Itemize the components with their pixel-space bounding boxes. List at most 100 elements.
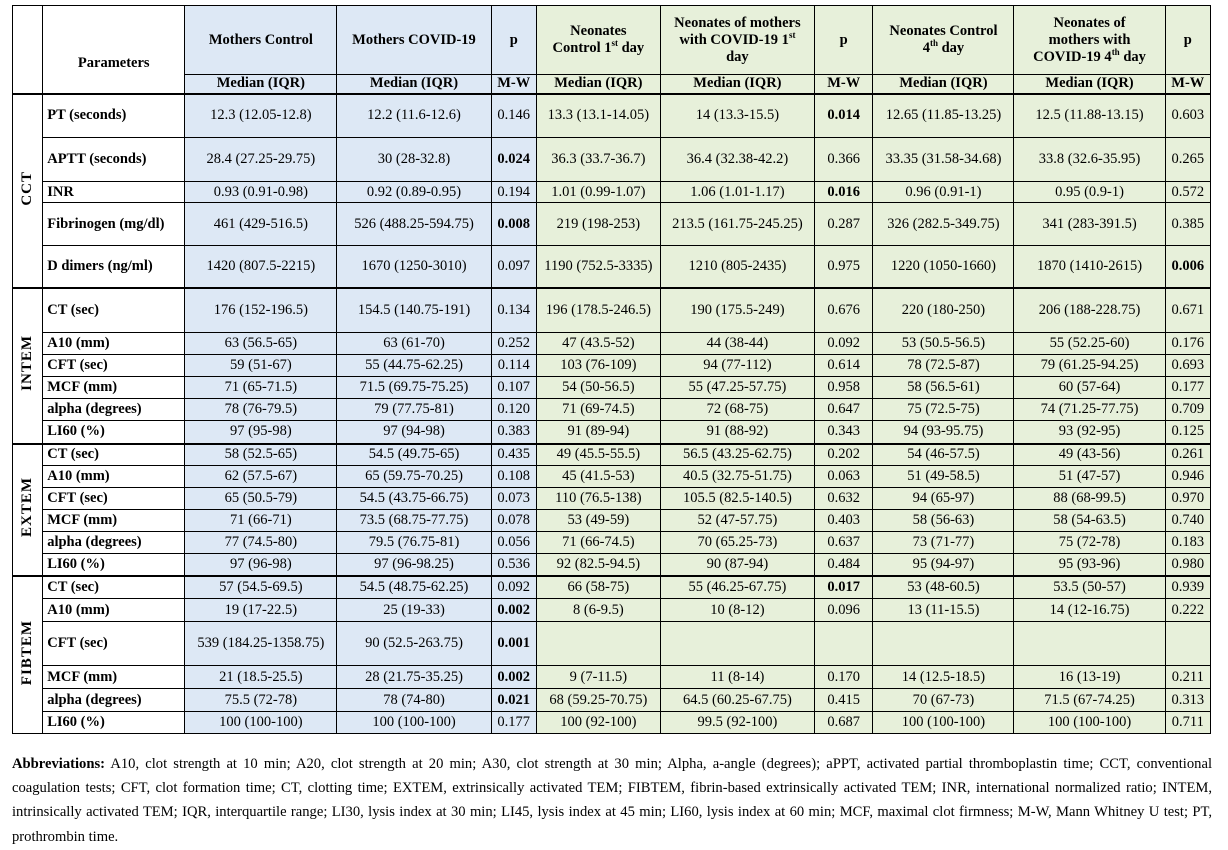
abbreviations-note: Abbreviations: A10, clot strength at 10 … — [12, 752, 1212, 849]
p-value-cell: 0.385 — [1164, 202, 1212, 246]
p-value-cell: 0.014 — [813, 92, 874, 138]
neo-covid-4-header: Neonates of mothers with COVID-19 4th day — [1013, 5, 1166, 75]
median-iqr-cell — [535, 621, 661, 666]
median-iqr-cell: 28.4 (27.25-29.75) — [184, 137, 338, 182]
parameter-cell: INR — [42, 181, 186, 203]
median-iqr-cell: 14 (13.3-15.5) — [659, 92, 815, 138]
mothers-control-header: Mothers Control — [184, 5, 338, 75]
median-iqr-cell: 97 (94-98) — [336, 420, 492, 444]
median-iqr-cell: 59 (51-67) — [184, 354, 338, 377]
neo-control-4-header: Neonates Control 4th day — [872, 5, 1015, 75]
p-value-cell: 0.572 — [1164, 181, 1212, 203]
p-value-cell: 0.107 — [490, 376, 537, 399]
median-iqr-cell: 71 (66-74.5) — [535, 531, 661, 554]
parameters-header: Parameters — [42, 5, 186, 94]
median-iqr-cell: 74 (71.25-77.75) — [1013, 398, 1166, 421]
median-iqr-cell: 90 (87-94) — [659, 553, 815, 576]
p-value-cell: 0.211 — [1164, 665, 1212, 689]
median-iqr-cell: 58 (56.5-61) — [872, 376, 1015, 399]
parameter-cell: LI60 (%) — [42, 553, 186, 576]
table-row: LI60 (%) 97 (95-98) 97 (94-98) 0.383 91 (89-… — [13, 420, 1212, 444]
median-iqr-cell: 79 (77.75-81) — [336, 398, 492, 421]
parameter-cell: alpha (degrees) — [42, 398, 186, 421]
p-value-cell: 0.383 — [490, 420, 537, 444]
median-iqr-cell: 53 (49-59) — [535, 509, 661, 532]
table-row: Fibrinogen (mg/dl) 461 (429-516.5) 526 (48… — [13, 202, 1212, 246]
median-iqr-cell: 12.2 (11.6-12.6) — [336, 92, 492, 138]
median-iqr-cell: 55 (47.25-57.75) — [659, 376, 815, 399]
median-iqr-cell: 56.5 (43.25-62.75) — [659, 442, 815, 466]
p-value-cell: 0.170 — [813, 665, 874, 689]
p-header-day4: p — [1164, 5, 1212, 75]
median-iqr-cell: 0.93 (0.91-0.98) — [184, 181, 338, 203]
p-value-cell: 0.287 — [813, 202, 874, 246]
median-iqr-cell: 40.5 (32.75-51.75) — [659, 465, 815, 488]
p-value-cell: 0.016 — [813, 181, 874, 203]
median-iqr-cell: 66 (58-75) — [535, 574, 661, 599]
median-iqr-cell: 97 (96-98) — [184, 553, 338, 576]
table-row: alpha (degrees) 78 (76-79.5) 79 (77.75-81)… — [13, 398, 1212, 421]
median-iqr-cell: 13.3 (13.1-14.05) — [535, 92, 661, 138]
median-iqr-cell: 99.5 (92-100) — [659, 711, 815, 734]
median-iqr-cell: 73 (71-77) — [872, 531, 1015, 554]
median-iqr-cell: 14 (12-16.75) — [1013, 598, 1166, 622]
group-name: INTEM — [19, 335, 36, 391]
median-iqr-cell: 1210 (805-2435) — [659, 245, 815, 288]
parameter-cell: A10 (mm) — [42, 598, 186, 622]
group-label-fibtem: FIBTEM — [11, 574, 44, 734]
median-iqr-cell: 71 (69-74.5) — [535, 398, 661, 421]
p-value-cell: 0.946 — [1164, 465, 1212, 488]
parameter-cell: A10 (mm) — [42, 332, 186, 355]
median-iqr-cell: 16 (13-19) — [1013, 665, 1166, 689]
median-iqr-cell: 100 (100-100) — [1013, 711, 1166, 734]
p-value-cell: 0.097 — [490, 245, 537, 288]
median-iqr-cell: 78 (76-79.5) — [184, 398, 338, 421]
p-value-cell: 0.958 — [813, 376, 874, 399]
p-value-cell: 0.092 — [813, 332, 874, 355]
median-iqr-cell: 54 (50-56.5) — [535, 376, 661, 399]
p-value-cell: 0.006 — [1164, 245, 1212, 288]
group-label-intem: INTEM — [11, 286, 44, 444]
parameter-cell: CFT (sec) — [42, 354, 186, 377]
p-value-cell: 0.265 — [1164, 137, 1212, 182]
median-iqr-cell: 25 (19-33) — [336, 598, 492, 622]
median-iqr-cell: 14 (12.5-18.5) — [872, 665, 1015, 689]
parameter-cell: MCF (mm) — [42, 665, 186, 689]
parameter-cell: A10 (mm) — [42, 465, 186, 488]
median-iqr-cell: 1.01 (0.99-1.07) — [535, 181, 661, 203]
p-value-cell: 0.177 — [1164, 376, 1212, 399]
median-iqr-cell: 64.5 (60.25-67.75) — [659, 688, 815, 712]
median-iqr-cell: 526 (488.25-594.75) — [336, 202, 492, 246]
parameter-cell: CT (sec) — [42, 442, 186, 466]
subheader-median: Median (IQR) — [535, 74, 661, 94]
p-value-cell: 0.435 — [490, 442, 537, 466]
median-iqr-cell: 100 (100-100) — [184, 711, 338, 734]
median-iqr-cell: 63 (56.5-65) — [184, 332, 338, 355]
p-value-cell: 0.536 — [490, 553, 537, 576]
median-iqr-cell: 58 (52.5-65) — [184, 442, 338, 466]
p-value-cell: 0.002 — [490, 665, 537, 689]
header-row: Parameters Mothers Control Mothers COVID… — [11, 5, 1212, 94]
median-iqr-cell: 0.96 (0.91-1) — [872, 181, 1015, 203]
median-iqr-cell: 219 (198-253) — [535, 202, 661, 246]
median-iqr-cell: 190 (175.5-249) — [659, 286, 815, 333]
p-value-cell: 0.063 — [813, 465, 874, 488]
parameter-cell: alpha (degrees) — [42, 688, 186, 712]
subheader-mw: M-W — [490, 74, 537, 94]
subheader-median: Median (IQR) — [1013, 74, 1166, 94]
subheader-median: Median (IQR) — [659, 74, 815, 94]
abbreviations-label: Abbreviations: — [12, 756, 105, 772]
p-value-cell: 0.183 — [1164, 531, 1212, 554]
p-value-cell: 0.096 — [813, 598, 874, 622]
median-iqr-cell: 33.35 (31.58-34.68) — [872, 137, 1015, 182]
median-iqr-cell: 326 (282.5-349.75) — [872, 202, 1015, 246]
p-value-cell: 0.056 — [490, 531, 537, 554]
median-iqr-cell: 55 (52.25-60) — [1013, 332, 1166, 355]
median-iqr-cell: 97 (95-98) — [184, 420, 338, 444]
p-value-cell: 0.313 — [1164, 688, 1212, 712]
p-value-cell: 0.194 — [490, 181, 537, 203]
median-iqr-cell: 72 (68-75) — [659, 398, 815, 421]
p-value-cell: 0.614 — [813, 354, 874, 377]
parameter-cell: D dimers (ng/ml) — [42, 245, 186, 288]
table-row: CFT (sec) 59 (51-67) 55 (44.75-62.25) 0.114… — [13, 354, 1212, 377]
